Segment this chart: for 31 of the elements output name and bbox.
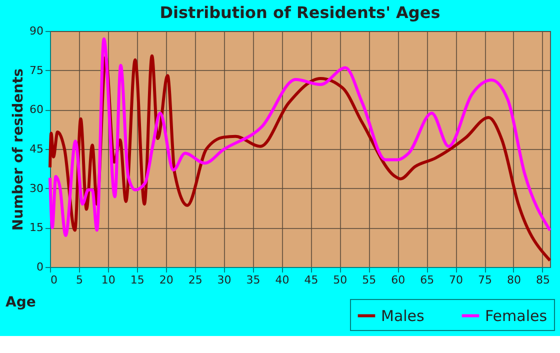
legend-label: Males (381, 306, 425, 325)
x-tick-label: 20 (159, 274, 174, 286)
x-tick-label: 15 (130, 274, 144, 286)
legend-label: Females (485, 306, 548, 325)
x-tick-label: 35 (246, 274, 260, 286)
y-tick-label: 30 (30, 182, 44, 195)
x-tick-label: 45 (304, 274, 318, 286)
x-tick-label: 40 (275, 274, 290, 286)
x-tick-label: 55 (362, 274, 376, 286)
chart-title: Distribution of Residents' Ages (160, 3, 440, 22)
x-tick-label: 80 (507, 274, 521, 286)
x-tick-label: 65 (420, 274, 434, 286)
x-tick-label: 50 (333, 274, 348, 286)
x-tick-label: 0 (50, 274, 58, 286)
y-axis-title: Number of residents (10, 68, 27, 231)
x-tick-label: 60 (391, 274, 406, 286)
y-tick-label: 45 (30, 142, 44, 156)
x-axis-title: Age (6, 294, 36, 310)
y-tick-label: 90 (30, 24, 44, 38)
line-series (48, 37, 552, 238)
x-tick-label: 5 (76, 274, 83, 286)
x-tick-label: 30 (217, 274, 232, 286)
x-tick-label: 25 (188, 274, 202, 286)
x-tick-label: 75 (478, 274, 492, 286)
x-tick-label: 70 (449, 274, 464, 286)
y-tick-label: 60 (30, 103, 44, 116)
y-tick-label: 0 (36, 260, 44, 274)
y-tick-label: 75 (30, 64, 44, 77)
x-tick-label: 10 (101, 274, 116, 286)
y-tick-label: 15 (30, 221, 44, 234)
x-tick-label: 85 (536, 274, 550, 286)
